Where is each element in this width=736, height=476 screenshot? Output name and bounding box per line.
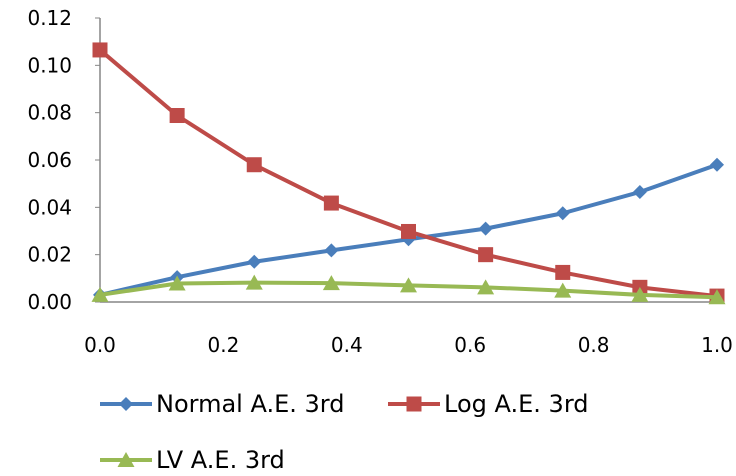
- data-point: [245, 274, 263, 290]
- y-tick-label: 0.00: [27, 290, 72, 314]
- y-tick-label: 0.06: [27, 148, 72, 172]
- data-point: [554, 282, 572, 298]
- y-tick-label: 0.04: [27, 195, 72, 219]
- series-square: [92, 42, 725, 304]
- data-point: [400, 277, 417, 293]
- data-point: [169, 108, 185, 124]
- legend-swatch-lv: [100, 450, 152, 470]
- y-tick-label: 0.08: [27, 101, 72, 125]
- y-tick-label: 0.02: [27, 243, 72, 267]
- y-tick-label: 0.10: [27, 53, 72, 77]
- legend-item-lv: LV A.E. 3rd: [100, 446, 285, 474]
- data-point: [708, 289, 726, 305]
- y-tick-label: 0.12: [27, 6, 72, 30]
- data-point: [92, 42, 108, 58]
- legend-item-normal: Normal A.E. 3rd: [100, 390, 344, 418]
- data-point: [324, 243, 339, 258]
- legend-swatch-log: [388, 394, 440, 414]
- data-point: [168, 275, 186, 291]
- data-point: [631, 286, 649, 302]
- data-point: [91, 286, 109, 302]
- chart-axes: [99, 18, 717, 303]
- data-point: [477, 279, 495, 295]
- series-triangle: [91, 274, 726, 305]
- data-point: [323, 195, 339, 211]
- series-line: [98, 48, 718, 299]
- x-axis-ticks: 0.0 0.2 0.4 0.6 0.8 1.0: [84, 333, 733, 357]
- x-tick-label: 0.6: [454, 333, 486, 357]
- data-point: [478, 247, 494, 263]
- x-tick-label: 0.2: [207, 333, 239, 357]
- legend-label-normal: Normal A.E. 3rd: [156, 390, 345, 418]
- legend-label-lv: LV A.E. 3rd: [156, 446, 285, 474]
- data-point: [632, 184, 647, 199]
- data-point: [401, 223, 416, 239]
- data-point: [710, 157, 724, 172]
- x-tick-label: 1.0: [701, 333, 733, 357]
- x-tick-label: 0.4: [331, 333, 363, 357]
- x-tick-label: 0.8: [578, 333, 610, 357]
- legend-swatch-normal: [100, 394, 152, 414]
- legend-marker: [119, 397, 133, 411]
- data-point: [555, 264, 571, 280]
- data-point: [246, 157, 262, 173]
- data-point: [555, 206, 570, 221]
- data-point: [478, 221, 493, 236]
- series-layer: [91, 42, 726, 305]
- x-tick-label: 0.0: [84, 333, 116, 357]
- legend-marker: [406, 396, 422, 412]
- legend-label-log: Log A.E. 3rd: [444, 390, 589, 418]
- legend-item-log: Log A.E. 3rd: [388, 390, 589, 418]
- y-axis-ticks: 0.00 0.02 0.04 0.06 0.08 0.10 0.12: [27, 6, 100, 314]
- legend-marker: [117, 452, 135, 467]
- data-point: [322, 275, 340, 291]
- data-point: [247, 254, 262, 269]
